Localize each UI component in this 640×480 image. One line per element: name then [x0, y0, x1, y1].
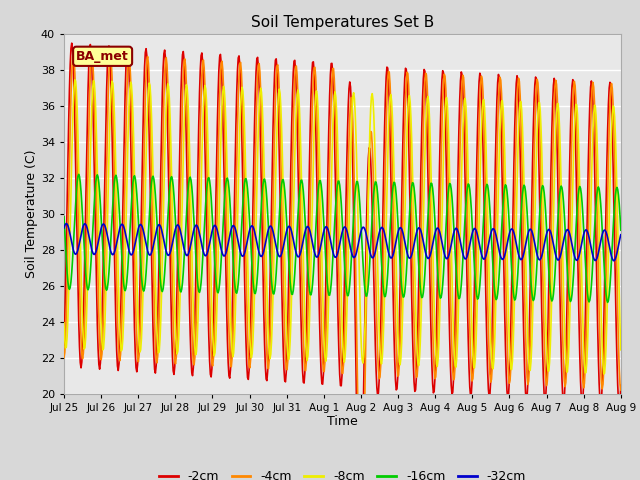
-16cm — [411, 193, 419, 199]
-8cm — [128, 93, 136, 98]
-8cm — [60, 320, 68, 326]
Text: BA_met: BA_met — [76, 50, 129, 63]
Line: -16cm: -16cm — [64, 174, 621, 302]
-16cm — [60, 214, 68, 219]
-2cm — [68, 40, 76, 46]
-32cm — [214, 231, 222, 237]
-32cm — [128, 252, 136, 257]
-8cm — [411, 270, 419, 276]
-16cm — [617, 228, 625, 233]
-4cm — [617, 387, 625, 393]
-2cm — [214, 90, 222, 96]
-16cm — [185, 180, 193, 186]
Y-axis label: Soil Temperature (C): Soil Temperature (C) — [25, 149, 38, 278]
-8cm — [617, 347, 625, 353]
Line: -32cm: -32cm — [64, 224, 621, 261]
-4cm — [185, 178, 193, 184]
-2cm — [428, 361, 436, 367]
-32cm — [60, 225, 68, 231]
-4cm — [60, 355, 68, 360]
-2cm — [617, 383, 625, 388]
-8cm — [214, 257, 222, 263]
-32cm — [610, 258, 618, 264]
Title: Soil Temperatures Set B: Soil Temperatures Set B — [251, 15, 434, 30]
Legend: -2cm, -4cm, -8cm, -16cm, -32cm: -2cm, -4cm, -8cm, -16cm, -32cm — [154, 465, 531, 480]
-16cm — [214, 290, 222, 296]
-16cm — [604, 300, 611, 305]
-8cm — [185, 117, 193, 123]
-4cm — [428, 288, 436, 293]
Line: -4cm: -4cm — [64, 52, 621, 480]
-2cm — [128, 212, 136, 217]
-8cm — [600, 371, 607, 377]
-32cm — [428, 249, 435, 255]
-16cm — [75, 171, 83, 177]
-4cm — [128, 133, 136, 139]
Line: -2cm: -2cm — [64, 43, 621, 480]
-8cm — [70, 85, 78, 91]
-16cm — [70, 228, 78, 234]
-8cm — [71, 77, 79, 83]
-2cm — [60, 342, 68, 348]
-16cm — [128, 188, 136, 194]
-2cm — [412, 387, 419, 393]
-32cm — [411, 238, 419, 243]
Line: -8cm: -8cm — [64, 80, 621, 374]
-4cm — [71, 70, 79, 76]
-2cm — [71, 122, 79, 128]
-16cm — [428, 180, 435, 186]
-2cm — [185, 262, 193, 267]
-4cm — [70, 49, 77, 55]
-4cm — [412, 365, 419, 371]
-32cm — [617, 232, 625, 238]
-8cm — [428, 169, 435, 175]
-32cm — [63, 221, 70, 227]
-4cm — [214, 160, 222, 166]
-32cm — [71, 251, 79, 257]
X-axis label: Time: Time — [327, 415, 358, 429]
-32cm — [185, 250, 193, 256]
